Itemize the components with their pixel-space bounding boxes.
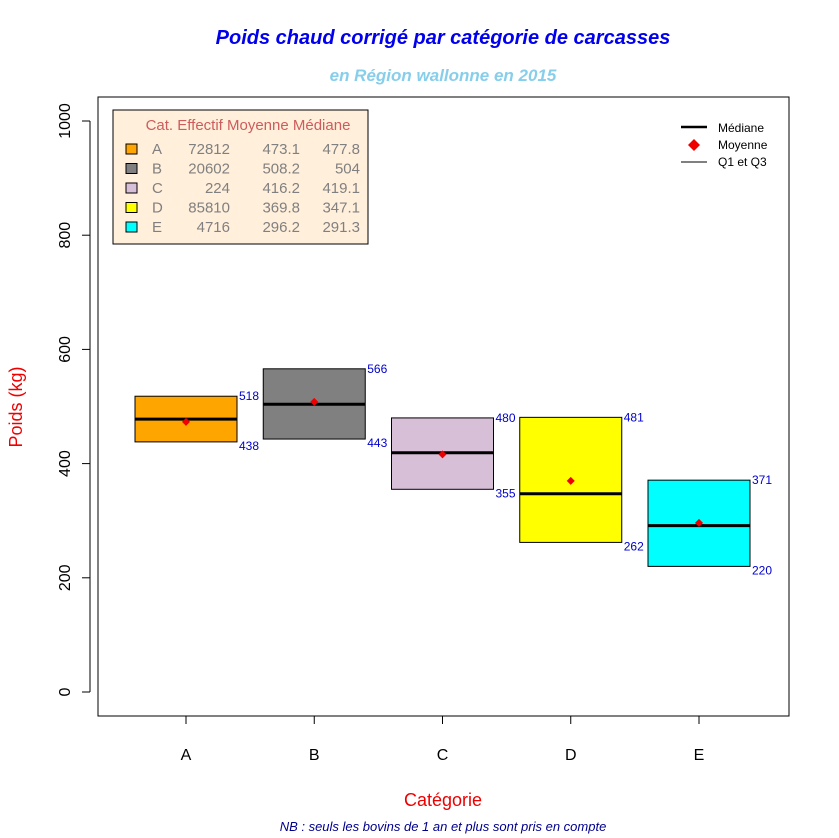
mean-marker-D	[566, 476, 575, 485]
table-cell: 369.8	[262, 200, 300, 217]
mean-marker-A	[182, 417, 190, 426]
q1-label-E: 220	[752, 563, 772, 577]
y-tick-label: 600	[57, 336, 74, 363]
q1-label-A: 438	[239, 439, 259, 453]
table-cell: 416.2	[262, 180, 300, 197]
stats-table: Cat. Effectif Moyenne Médiane A 72812 473.…	[112, 109, 369, 245]
y-tick-label: 1000	[57, 103, 74, 139]
table-cell: 85810	[188, 200, 230, 217]
q3-label-E: 371	[752, 473, 772, 487]
table-cell: 508.2	[262, 161, 300, 178]
x-tick-label: B	[309, 747, 320, 764]
table-cell: D	[152, 200, 163, 217]
table-swatch	[125, 143, 138, 155]
y-tick-label: 200	[57, 564, 74, 591]
legend-mean-label: Moyenne	[718, 138, 768, 152]
chart-title: Poids chaud corrigé par catégorie de car…	[216, 27, 671, 49]
y-tick-label: 0	[57, 687, 74, 696]
q3-label-C: 480	[496, 411, 516, 425]
x-tick-label: E	[694, 747, 705, 764]
table-cell: 473.1	[262, 141, 300, 158]
y-tick-label: 400	[57, 450, 74, 477]
table-cell: 224	[205, 180, 230, 197]
table-cell: A	[152, 141, 162, 158]
q1-label-C: 355	[496, 486, 516, 500]
table-cell: 477.8	[322, 141, 360, 158]
chart-subtitle: en Région wallonne en 2015	[330, 66, 557, 85]
legend: Médiane Moyenne Q1 et Q3	[681, 121, 768, 169]
mean-marker-B	[310, 397, 319, 406]
y-tick-label: 800	[57, 222, 74, 249]
table-cell: 296.2	[262, 219, 300, 236]
legend-median-label: Médiane	[718, 121, 764, 135]
x-tick-label: A	[181, 747, 192, 764]
q1-label-B: 443	[367, 436, 387, 450]
footnote: NB : seuls les bovins de 1 an et plus so…	[280, 819, 607, 834]
q1-label-D: 262	[624, 539, 644, 553]
legend-mean-marker	[688, 139, 700, 151]
legend-q-label: Q1 et Q3	[718, 155, 767, 169]
table-cell: 20602	[188, 161, 230, 178]
q3-label-A: 518	[239, 389, 259, 403]
table-cell: B	[152, 161, 162, 178]
x-axis-label: Catégorie	[404, 790, 482, 810]
table-cell: 72812	[188, 141, 230, 158]
table-cell: E	[152, 219, 162, 236]
q3-label-B: 566	[367, 362, 387, 376]
x-tick-label: D	[565, 747, 577, 764]
table-cell: 504	[335, 161, 360, 178]
mean-marker-E	[695, 518, 703, 527]
table-cell: 347.1	[322, 200, 360, 217]
table-swatch	[125, 221, 138, 233]
y-axis-label: Poids (kg)	[6, 366, 26, 447]
x-tick-label: C	[437, 747, 449, 764]
q3-label-D: 481	[624, 410, 644, 424]
table-swatch	[125, 163, 138, 174]
table-swatch	[125, 182, 138, 194]
table-swatch	[125, 202, 138, 213]
table-cell: 419.1	[322, 180, 360, 197]
stats-table-header: Cat. Effectif Moyenne Médiane	[146, 117, 351, 134]
table-cell: 4716	[197, 219, 230, 236]
table-cell: 291.3	[322, 219, 360, 236]
table-cell: C	[152, 180, 163, 197]
mean-marker-C	[438, 450, 447, 459]
